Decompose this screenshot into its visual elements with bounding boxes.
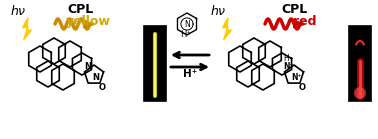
Text: O: O xyxy=(99,83,105,91)
Text: CPL: CPL xyxy=(67,3,93,16)
Text: N: N xyxy=(184,19,190,28)
Text: N: N xyxy=(93,73,99,81)
Text: O: O xyxy=(299,83,305,91)
Text: H⁺: H⁺ xyxy=(181,30,191,39)
Text: $h\nu$: $h\nu$ xyxy=(210,4,226,18)
Text: $h\nu$: $h\nu$ xyxy=(10,4,26,18)
Text: H: H xyxy=(283,54,289,63)
Text: CPL: CPL xyxy=(282,3,308,16)
Text: red: red xyxy=(293,14,317,28)
Text: N⁺: N⁺ xyxy=(283,61,293,70)
Bar xyxy=(349,26,371,101)
Text: N⁺: N⁺ xyxy=(291,73,301,81)
Text: N: N xyxy=(85,61,91,70)
Text: H⁺: H⁺ xyxy=(183,69,197,79)
Polygon shape xyxy=(223,18,231,40)
Circle shape xyxy=(354,87,366,99)
Bar xyxy=(144,26,166,101)
Polygon shape xyxy=(23,18,31,40)
Text: yellow: yellow xyxy=(65,14,110,28)
